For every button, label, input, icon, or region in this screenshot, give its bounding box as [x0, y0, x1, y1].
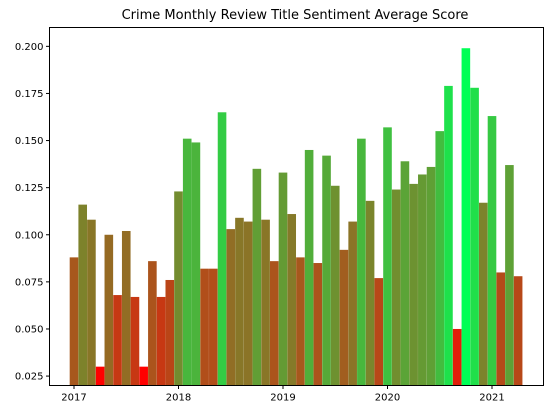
x-tick-label: 2020 [375, 393, 400, 404]
bar [330, 185, 340, 386]
bar [313, 263, 323, 386]
bar [287, 214, 297, 386]
bar [78, 204, 88, 386]
bar [487, 116, 497, 386]
bar [461, 48, 471, 386]
bar [226, 229, 236, 386]
bar [182, 138, 192, 386]
bar [435, 131, 445, 386]
bar [174, 191, 183, 386]
bar [243, 221, 253, 386]
bar [148, 261, 157, 386]
bar [139, 366, 148, 386]
bar [365, 200, 375, 386]
bar [304, 149, 314, 386]
bar [269, 261, 279, 386]
bar [87, 219, 96, 386]
x-tick-label: 2019 [270, 393, 295, 404]
bar [505, 165, 514, 386]
y-tick-label: 0.025 [15, 372, 44, 383]
bar [470, 87, 479, 386]
bar [444, 85, 453, 386]
bar [409, 183, 418, 386]
plot-frame [49, 27, 544, 386]
y-tick-label: 0.150 [15, 136, 44, 147]
bar [95, 366, 105, 386]
x-tick-label: 2021 [479, 393, 504, 404]
y-tick-label: 0.200 [15, 42, 44, 53]
bar [339, 249, 349, 386]
x-tick-label: 2018 [166, 393, 191, 404]
bar [165, 279, 175, 386]
y-tick-label: 0.125 [15, 183, 44, 194]
bar [261, 219, 270, 386]
bar [322, 155, 331, 386]
y-tick-label: 0.075 [15, 277, 44, 288]
y-axis: 0.025 0.050 0.075 0.100 0.125 0.150 0.175 0.200 [15, 42, 50, 383]
bar [400, 161, 410, 386]
bar [217, 112, 227, 386]
bar [391, 189, 401, 386]
bar [278, 172, 288, 386]
bar [452, 328, 462, 386]
bar [418, 174, 427, 386]
bar [426, 166, 436, 386]
y-tick-label: 0.050 [15, 324, 44, 335]
bar [496, 272, 506, 386]
chart-title: Crime Monthly Review Title Sentiment Ave… [122, 8, 469, 23]
bar [357, 138, 366, 386]
bar [513, 276, 523, 386]
bar [209, 268, 218, 386]
bar [69, 257, 79, 386]
bar [296, 257, 305, 386]
bar [200, 268, 209, 386]
bar [478, 202, 488, 386]
x-axis: 2017 2018 2019 2020 2021 [61, 385, 505, 404]
bar [121, 230, 131, 386]
bar [130, 296, 140, 386]
bar [348, 221, 357, 386]
bar [252, 168, 262, 386]
y-tick-label: 0.100 [15, 230, 44, 241]
bar [156, 296, 166, 386]
x-tick-label: 2017 [61, 393, 86, 404]
bar [374, 278, 384, 386]
bar [235, 217, 244, 386]
bar [191, 142, 201, 386]
bar [113, 295, 122, 386]
bar [104, 234, 114, 386]
bar [383, 127, 392, 386]
y-tick-label: 0.175 [15, 89, 44, 100]
bars-group [69, 48, 523, 386]
